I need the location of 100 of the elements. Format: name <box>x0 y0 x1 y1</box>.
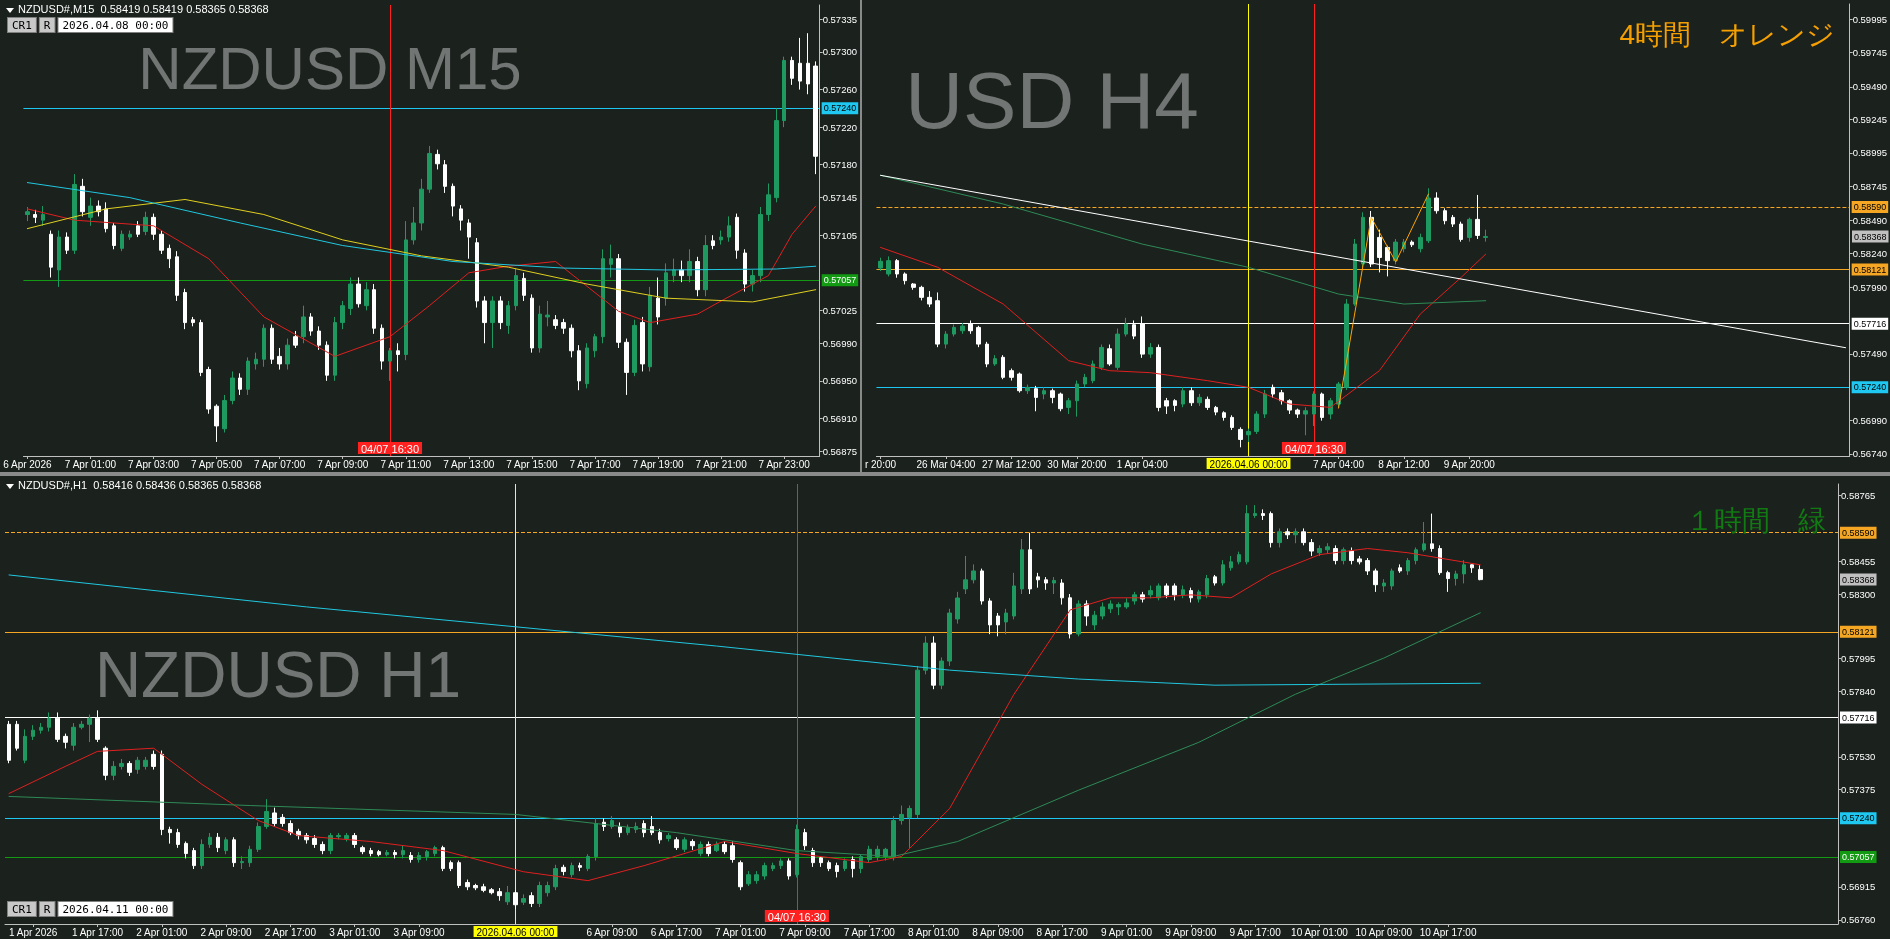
annotation: NZDUSD M15 <box>138 34 522 102</box>
y-tick-label: 0.56990 <box>1852 415 1887 427</box>
y-tick-label: 0.58490 <box>1852 214 1887 226</box>
y-tick-label: 0.57375 <box>1841 784 1876 796</box>
ref-line-label: 0.57057 <box>823 275 857 286</box>
y-tick-label: 0.56910 <box>822 412 857 424</box>
x-tick-label: 7 Apr 01:00 <box>64 458 117 470</box>
x-tick-label: 7 Apr 13:00 <box>443 458 495 470</box>
annotation: NZDUSD H1 <box>94 639 462 711</box>
y-tick-label: 0.57995 <box>1841 653 1876 665</box>
y-tick-label: 0.57220 <box>822 121 857 133</box>
x-tick-label: 7 Apr 21:00 <box>695 458 748 470</box>
annotation: R <box>43 903 51 916</box>
y-tick-label: 0.58455 <box>1841 555 1876 567</box>
y-tick-label: 0.58765 <box>1841 490 1876 502</box>
y-tick-label: 0.58240 <box>1852 248 1887 260</box>
ref-line-label: 0.57057 <box>1842 851 1875 862</box>
x-tick-label: 1 Apr 17:00 <box>71 926 124 938</box>
x-tick-label: 9 Apr 09:00 <box>1165 926 1217 938</box>
text: １時間 緑 <box>1686 504 1826 536</box>
x-tick-label: 7 Apr 07:00 <box>254 458 306 470</box>
y-tick-label: 0.57145 <box>822 192 857 204</box>
x-tick-label: 7 Apr 05:00 <box>191 458 243 470</box>
text: 4時間 オレンジ <box>1619 18 1836 50</box>
ref-line-label: 0.57716 <box>1853 318 1887 329</box>
x-tick-label: 1 Apr 2026 <box>8 926 58 938</box>
x-tick-label: 10 Apr 09:00 <box>1355 926 1413 938</box>
annotation: 2026.04.08 00:00 <box>62 19 169 32</box>
y-tick-label: 0.56740 <box>1852 448 1887 460</box>
x-tick-label: 04/07 16:30 <box>767 910 826 923</box>
y-tick-label: 0.57300 <box>822 46 857 58</box>
x-tick-label: 8 Apr 17:00 <box>1036 926 1089 938</box>
y-tick-label: 0.57335 <box>822 13 857 25</box>
annotation: CR1 <box>12 19 32 32</box>
ref-line-label: 0.57240 <box>823 103 857 114</box>
x-tick-label: 10 Apr 17:00 <box>1419 926 1477 938</box>
y-tick-label: 0.58745 <box>1852 180 1887 192</box>
x-tick-label: r 20:00 <box>864 458 897 470</box>
y-tick-label: 0.56760 <box>1841 914 1876 926</box>
y-tick-label: 0.56950 <box>822 375 857 387</box>
x-tick-label: 3 Apr 01:00 <box>329 926 381 938</box>
x-tick-label: 6 Apr 2026 <box>3 458 52 470</box>
x-tick-label: 30 Mar 20:00 <box>1047 458 1107 470</box>
annotation: USD H4 <box>905 55 1199 145</box>
y-tick-label: 0.57990 <box>1852 281 1887 293</box>
y-tick-label: 0.59745 <box>1852 47 1887 59</box>
y-tick-label: 0.57025 <box>822 304 857 316</box>
ref-line-label: 0.57240 <box>1842 813 1875 824</box>
ref-line-label: 0.57716 <box>1842 712 1875 723</box>
y-tick-label: 0.58300 <box>1841 588 1876 600</box>
x-tick-label: 7 Apr 15:00 <box>506 458 558 470</box>
annotation: CR1 <box>12 903 32 916</box>
y-tick-label: 0.56875 <box>822 445 857 457</box>
y-tick-label: 0.59995 <box>1852 13 1887 25</box>
x-tick-label: 2 Apr 01:00 <box>136 926 188 938</box>
x-tick-label: 2 Apr 09:00 <box>200 926 253 938</box>
ref-line-label: 0.58121 <box>1842 626 1875 637</box>
annotation: 0.58368 <box>1842 574 1875 585</box>
x-tick-label: 6 Apr 09:00 <box>586 926 638 938</box>
y-tick-label: 0.57180 <box>822 159 857 171</box>
chart-title: NZDUSD#,M15 0.58419 0.58419 0.58365 0.58368 <box>18 2 269 15</box>
y-tick-label: 0.56990 <box>822 337 857 349</box>
x-tick-label: 9 Apr 20:00 <box>1443 458 1496 470</box>
annotation: 0.58368 <box>1854 231 1887 242</box>
y-tick-label: 0.57490 <box>1852 348 1887 360</box>
x-tick-label: 7 Apr 09:00 <box>779 926 831 938</box>
x-tick-label: 9 Apr 01:00 <box>1100 926 1153 938</box>
x-tick-label: 7 Apr 11:00 <box>380 458 432 470</box>
x-tick-label: 3 Apr 09:00 <box>393 926 446 938</box>
x-tick-label: 27 Mar 12:00 <box>981 458 1042 470</box>
x-tick-label: 7 Apr 09:00 <box>317 458 369 470</box>
chart-title: NZDUSD#,H1 0.58416 0.58436 0.58365 0.58368 <box>18 478 262 491</box>
y-tick-label: 0.59490 <box>1852 81 1887 93</box>
x-tick-label: 7 Apr 01:00 <box>715 926 767 938</box>
x-tick-label: 2026.04.06 00:00 <box>1209 458 1288 470</box>
x-tick-label: 8 Apr 12:00 <box>1378 458 1430 470</box>
x-tick-label: 7 Apr 19:00 <box>632 458 685 470</box>
x-tick-label: 7 Apr 03:00 <box>127 458 180 470</box>
x-tick-label: 7 Apr 17:00 <box>843 926 896 938</box>
ref-line-label: 0.57240 <box>1853 382 1887 393</box>
y-tick-label: 0.57530 <box>1841 751 1876 763</box>
y-tick-label: 0.58995 <box>1852 147 1887 159</box>
y-tick-label: 0.57105 <box>822 229 857 241</box>
x-tick-label: 26 Mar 04:00 <box>916 458 976 470</box>
annotation: 2026.04.11 00:00 <box>62 903 169 916</box>
y-tick-label: 0.57840 <box>1841 685 1876 697</box>
x-tick-label: 8 Apr 01:00 <box>907 926 960 938</box>
x-tick-label: 2026.04.06 00:00 <box>476 926 555 938</box>
ref-line-label: 0.58590 <box>1853 201 1887 212</box>
x-tick-label: 10 Apr 01:00 <box>1291 926 1349 938</box>
x-tick-label: 2 Apr 17:00 <box>264 926 317 938</box>
y-tick-label: 0.59245 <box>1852 114 1887 125</box>
x-tick-label: 04/07 16:30 <box>1284 442 1344 455</box>
annotation: R <box>43 19 51 32</box>
x-tick-label: 1 Apr 04:00 <box>1116 458 1169 470</box>
ref-line-label: 0.58590 <box>1842 527 1875 538</box>
x-tick-label: 8 Apr 09:00 <box>972 926 1024 938</box>
ref-line-label: 0.58121 <box>1853 264 1887 275</box>
x-tick-label: 04/07 16:30 <box>360 442 420 455</box>
x-tick-label: 7 Apr 23:00 <box>758 458 811 470</box>
